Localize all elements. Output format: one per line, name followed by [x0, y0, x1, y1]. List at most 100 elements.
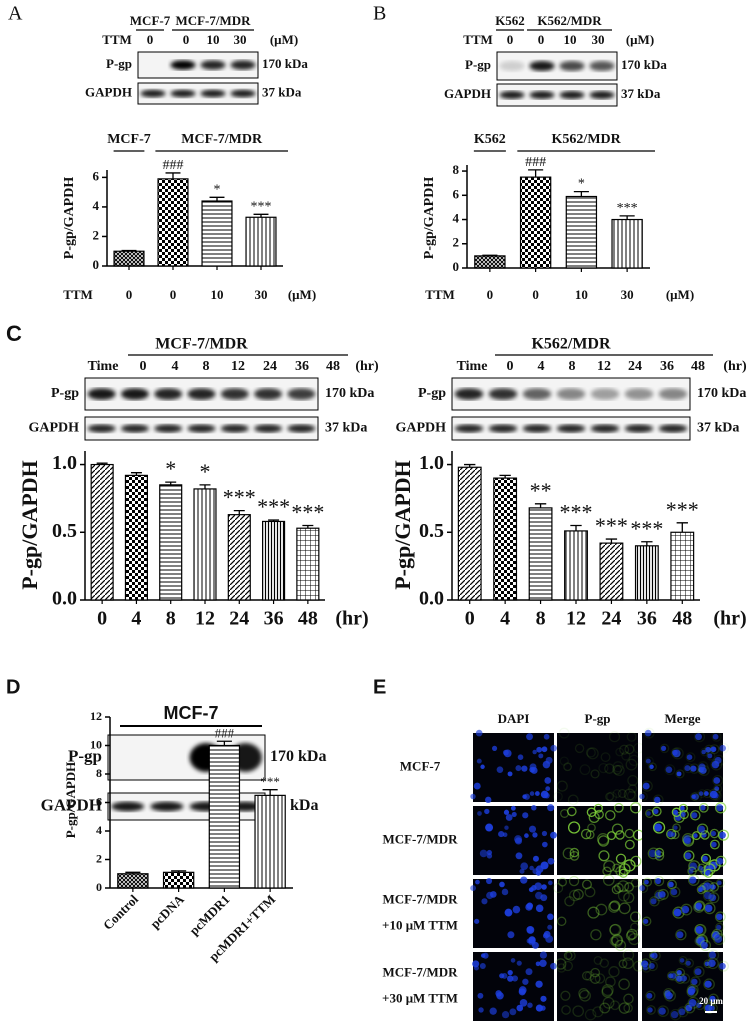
bar: [457, 466, 482, 601]
pgp-signal: [605, 792, 614, 802]
x-tick-label: 0: [97, 608, 107, 630]
nucleus: [489, 1007, 497, 1015]
nucleus: [507, 969, 513, 976]
pgp-signal: [625, 930, 636, 941]
image-tile: [557, 733, 638, 802]
nucleus: [521, 765, 528, 772]
y-axis-label: P-gp/GAPDH: [17, 460, 42, 590]
error-bar: [125, 871, 141, 874]
y-tick-label: 0.0: [52, 588, 77, 610]
blot-band: [522, 424, 552, 433]
pgp-signal: [587, 906, 600, 919]
pgp-signal: [645, 990, 656, 1001]
pgp-signal: [630, 878, 640, 888]
bar: [493, 477, 518, 601]
nucleus: [665, 766, 673, 773]
blot-band: [624, 388, 654, 400]
nucleus: [511, 811, 517, 818]
x-unit: (hr): [713, 608, 746, 630]
pgp-signal: [600, 752, 611, 763]
pgp-signal: [564, 896, 575, 907]
nucleus: [650, 898, 657, 905]
lane-label: 30: [592, 32, 605, 47]
lane-label: 10: [564, 32, 577, 47]
error-bar: [262, 789, 278, 796]
nucleus: [704, 904, 713, 913]
y-tick-label: 4: [453, 211, 460, 226]
size-label: 170 kDa: [621, 57, 667, 72]
nucleus: [691, 978, 698, 985]
pgp-signal: [611, 823, 624, 835]
pgp-signal: [581, 971, 592, 981]
y-tick-label: 12: [90, 709, 102, 723]
blot-band: [559, 60, 585, 72]
nucleus: [655, 878, 662, 885]
nucleus: [486, 849, 493, 856]
nucleus: [651, 952, 658, 959]
nucleus: [507, 975, 514, 982]
pgp-signal: [563, 762, 572, 772]
pgp-signal: [621, 751, 631, 761]
treatment-label: Time: [88, 359, 119, 374]
nucleus: [477, 811, 482, 816]
lane-label: 48: [326, 359, 340, 374]
blot-band: [589, 91, 615, 99]
nucleus: [496, 766, 504, 773]
bar: [519, 176, 552, 269]
bar: [117, 873, 149, 889]
group-label: MCF-7/MDR: [181, 132, 263, 147]
nucleus: [480, 764, 485, 769]
nucleus: [535, 870, 541, 876]
nucleus: [688, 868, 694, 874]
blot-band: [559, 91, 585, 99]
nucleus: [716, 804, 724, 812]
pgp-signal: [558, 727, 570, 739]
nucleus: [514, 835, 523, 844]
pgp-signal: [683, 850, 695, 862]
blot-band: [522, 388, 552, 400]
nucleus: [525, 968, 533, 976]
lane-label: 48: [691, 359, 705, 374]
pgp-signal: [670, 747, 681, 758]
nucleus: [476, 758, 482, 764]
error-bar: [165, 481, 177, 485]
panel-letter: B: [373, 3, 386, 25]
pgp-signal: [706, 751, 716, 761]
pgp-signal: [715, 855, 727, 867]
nucleus: [535, 961, 541, 967]
pgp-signal: [553, 791, 563, 802]
annotation: ***: [666, 497, 699, 522]
nucleus: [649, 764, 654, 769]
nucleus: [507, 771, 513, 777]
treatment-label: TTM: [102, 32, 132, 47]
nucleus: [529, 825, 537, 833]
pgp-signal: [599, 958, 609, 968]
x-tick-label: 0: [126, 287, 133, 302]
nucleus: [709, 1005, 715, 1011]
pgp-signal: [672, 823, 681, 833]
pgp-signal: [641, 916, 652, 927]
pgp-signal: [590, 929, 602, 941]
nucleus: [653, 808, 659, 815]
nucleus: [485, 823, 494, 832]
pgp-signal: [641, 780, 653, 792]
pgp-signal: [667, 879, 677, 890]
x-axis-label: TTM: [63, 287, 93, 302]
annotation: ***: [291, 500, 324, 525]
column-label: DAPI: [498, 711, 530, 726]
lane-label: 0: [538, 32, 545, 47]
nucleus: [545, 756, 553, 764]
nucleus: [697, 887, 703, 893]
bar: [564, 530, 588, 601]
nucleus: [473, 782, 481, 790]
bar: [162, 871, 195, 889]
pgp-signal: [605, 810, 616, 821]
blot-band: [200, 60, 226, 70]
bar: [159, 484, 183, 601]
nucleus: [539, 951, 548, 959]
nucleus: [700, 805, 706, 811]
pgp-signal: [602, 866, 612, 876]
pgp-signal: [685, 752, 696, 763]
pgp-signal: [611, 935, 623, 948]
nucleus: [473, 965, 479, 971]
